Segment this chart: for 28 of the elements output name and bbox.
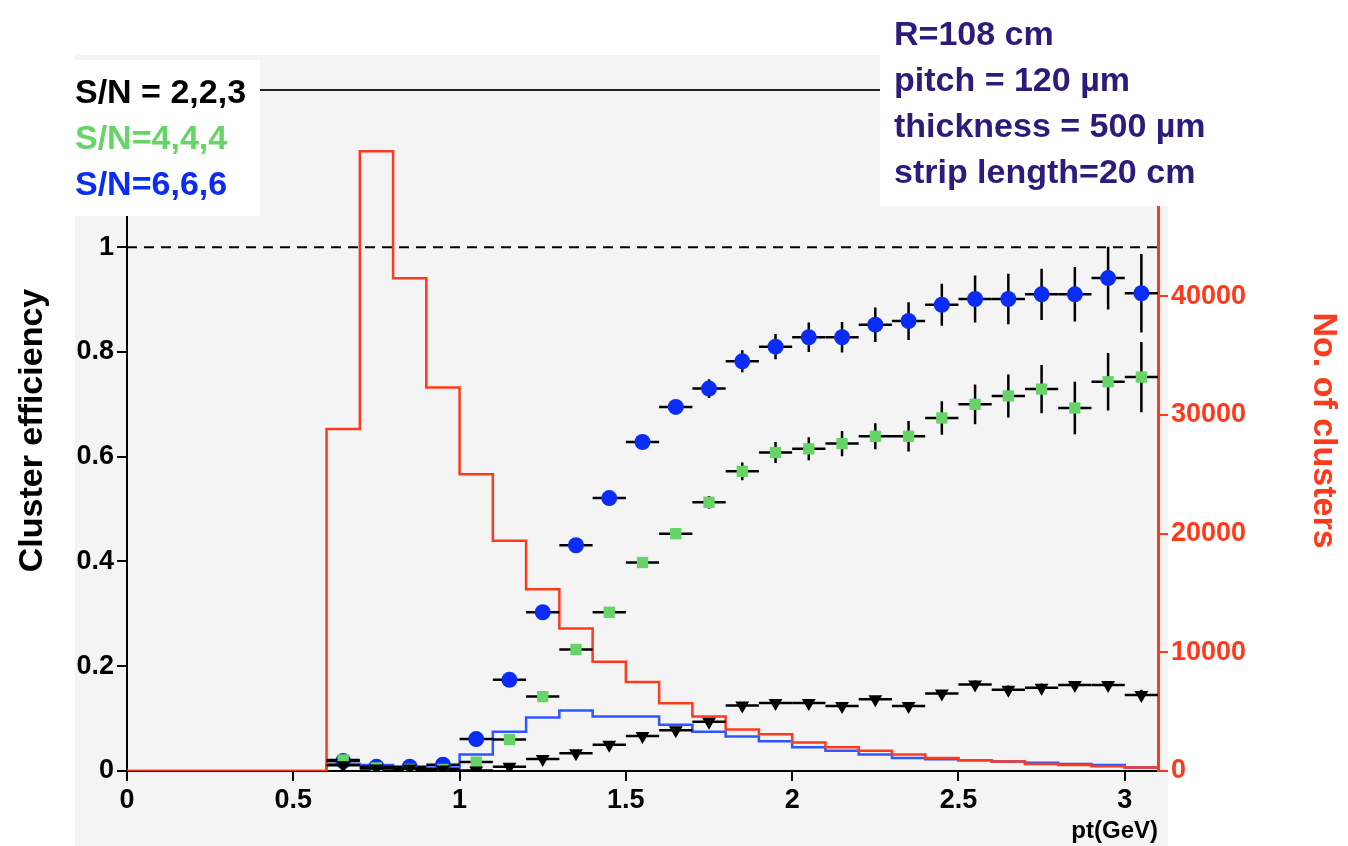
y-tick-label: 0.8: [76, 335, 114, 366]
text: S/N = 2,2,3: [75, 71, 247, 112]
y-tick-label: 0.4: [76, 544, 114, 575]
x-tick-label: 0.5: [274, 783, 313, 814]
y2-tick-label: 10000: [1171, 635, 1247, 666]
y-tick-label: 0: [98, 754, 114, 785]
y2-tick-label: 40000: [1171, 279, 1247, 310]
y2-tick-label: 30000: [1171, 398, 1247, 429]
y-tick-label: 0.6: [76, 440, 114, 471]
y-tick-label: 0.2: [76, 649, 114, 680]
text: S/N=6,6,6: [75, 163, 229, 204]
x-tick-label: 1: [452, 783, 468, 814]
y-tick-label: 1: [98, 230, 114, 261]
x-tick-label: 1.5: [607, 783, 645, 814]
annotation: thickness = 500 µm: [894, 105, 1207, 146]
y2-axis-title: No. of clusters: [1307, 312, 1346, 549]
x-tick-label: 0: [119, 783, 135, 814]
x-axis-title: pt(GeV): [1071, 816, 1158, 844]
annotation: pitch = 120 µm: [894, 59, 1131, 100]
annotation: strip length=20 cm: [894, 151, 1197, 192]
x-tick-label: 3: [1117, 783, 1133, 814]
x-tick-label: 2.5: [939, 783, 978, 814]
x-tick-label: 2: [784, 783, 800, 814]
text: R=108 cm: [894, 13, 1055, 54]
y-axis-title: Cluster efficiency: [10, 288, 49, 573]
y2-tick-label: 0: [1171, 754, 1187, 785]
text: S/N=4,4,4: [75, 117, 229, 158]
y2-tick-label: 20000: [1171, 517, 1247, 548]
